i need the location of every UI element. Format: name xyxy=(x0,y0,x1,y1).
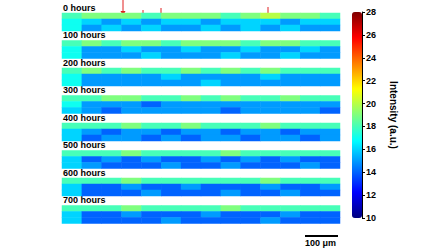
svg-text:700 hours: 700 hours xyxy=(63,195,106,205)
svg-text:22: 22 xyxy=(366,76,376,86)
svg-text:600 hours: 600 hours xyxy=(63,168,106,178)
svg-text:400 hours: 400 hours xyxy=(63,113,106,123)
svg-text:100 hours: 100 hours xyxy=(63,30,106,40)
svg-text:26: 26 xyxy=(366,30,376,40)
svg-text:20: 20 xyxy=(366,99,376,109)
svg-text:10: 10 xyxy=(366,213,376,223)
svg-text:16: 16 xyxy=(366,144,376,154)
svg-text:500 hours: 500 hours xyxy=(63,140,106,150)
svg-text:100 μm: 100 μm xyxy=(305,238,336,248)
svg-text:300 hours: 300 hours xyxy=(63,85,106,95)
svg-text:200 hours: 200 hours xyxy=(63,58,106,68)
svg-text:14: 14 xyxy=(366,167,376,177)
svg-text:18: 18 xyxy=(366,121,376,131)
svg-text:0 hours: 0 hours xyxy=(63,3,96,13)
svg-text:24: 24 xyxy=(366,53,376,63)
svg-text:28: 28 xyxy=(366,7,376,17)
svg-text:12: 12 xyxy=(366,190,376,200)
svg-text:Intensity (a.u.): Intensity (a.u.) xyxy=(388,81,399,149)
